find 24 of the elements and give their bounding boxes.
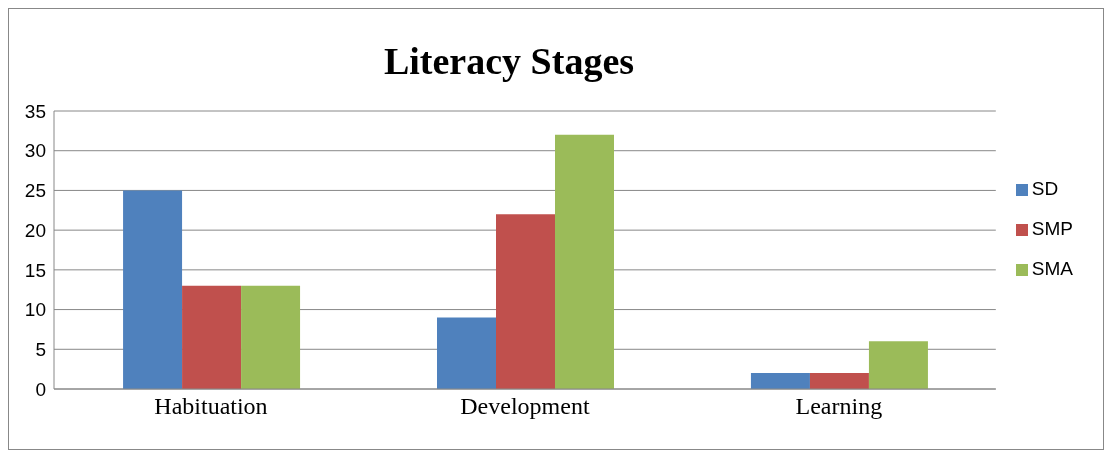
y-tick-label: 25 xyxy=(24,180,46,202)
x-tick-label: Development xyxy=(460,393,590,420)
y-tick-label: 15 xyxy=(24,259,46,281)
y-tick-label: 20 xyxy=(24,219,46,241)
bar xyxy=(182,285,242,389)
legend-label: SMP xyxy=(1031,218,1073,239)
bar xyxy=(809,373,869,389)
bar xyxy=(868,341,928,389)
legend-label: SD xyxy=(1031,178,1059,199)
bar xyxy=(555,134,614,389)
y-tick-label: 30 xyxy=(24,140,46,162)
y-tick-label: 0 xyxy=(35,378,46,400)
bar xyxy=(750,373,810,389)
x-tick-label: Learning xyxy=(795,393,883,420)
y-tick-label: 35 xyxy=(24,100,46,122)
legend-label: SMA xyxy=(1031,258,1073,279)
bar xyxy=(437,317,496,389)
bar xyxy=(496,214,555,389)
bar xyxy=(241,285,301,389)
x-tick-label: Habituation xyxy=(154,393,268,420)
y-tick-label: 10 xyxy=(24,299,46,321)
y-tick-label: 5 xyxy=(35,339,46,361)
chart-title: Literacy Stages xyxy=(382,39,636,83)
bar xyxy=(123,190,183,389)
